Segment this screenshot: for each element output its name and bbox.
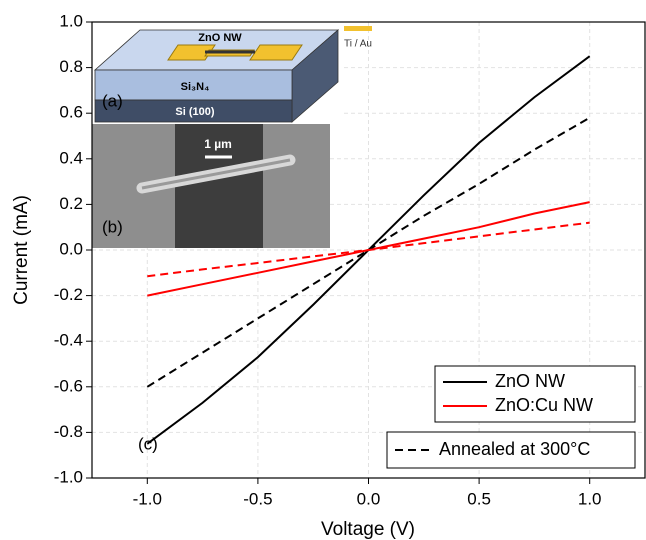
legend-label: ZnO NW	[495, 371, 565, 391]
y-tick-label: -1.0	[54, 467, 83, 486]
x-axis-label: Voltage (V)	[321, 519, 415, 540]
x-tick-label: -0.5	[243, 489, 272, 508]
contact-label: Ti / Au	[344, 39, 372, 50]
y-tick-label: 0.0	[59, 239, 83, 258]
y-tick-label: 0.2	[59, 194, 83, 213]
panel-label: (a)	[102, 91, 123, 110]
panel-label: (c)	[138, 434, 158, 453]
y-tick-label: 0.8	[59, 57, 83, 76]
contact-swatch	[344, 26, 372, 31]
legend-label: ZnO:Cu NW	[495, 395, 593, 415]
y-axis-label: Current (mA)	[11, 195, 32, 305]
layer-label: Si₃N₄	[181, 81, 210, 93]
x-tick-label: 0.0	[357, 489, 381, 508]
layer-label: Si (100)	[175, 106, 214, 118]
panel-label: (b)	[102, 217, 123, 236]
x-tick-label: 0.5	[467, 489, 491, 508]
y-tick-label: -0.8	[54, 422, 83, 441]
chart: ZnO NW Ti / Au Si₃N₄ Si (100) (a) 1 µm (…	[0, 0, 646, 540]
inset-b: 1 µm (b)	[92, 124, 330, 248]
y-tick-label: -0.6	[54, 376, 83, 395]
y-tick-label: 0.4	[59, 148, 83, 167]
y-tick-label: 0.6	[59, 103, 83, 122]
nanowire-label: ZnO NW	[198, 32, 242, 44]
x-tick-label: 1.0	[578, 489, 602, 508]
legend-label: Annealed at 300°C	[439, 439, 590, 459]
inset-a: ZnO NW Ti / Au Si₃N₄ Si (100) (a)	[92, 22, 372, 124]
scale-bar-label: 1 µm	[204, 137, 232, 151]
x-tick-label: -1.0	[133, 489, 162, 508]
y-tick-label: -0.2	[54, 285, 83, 304]
y-tick-label: -0.4	[54, 331, 83, 350]
y-tick-label: 1.0	[59, 11, 83, 30]
